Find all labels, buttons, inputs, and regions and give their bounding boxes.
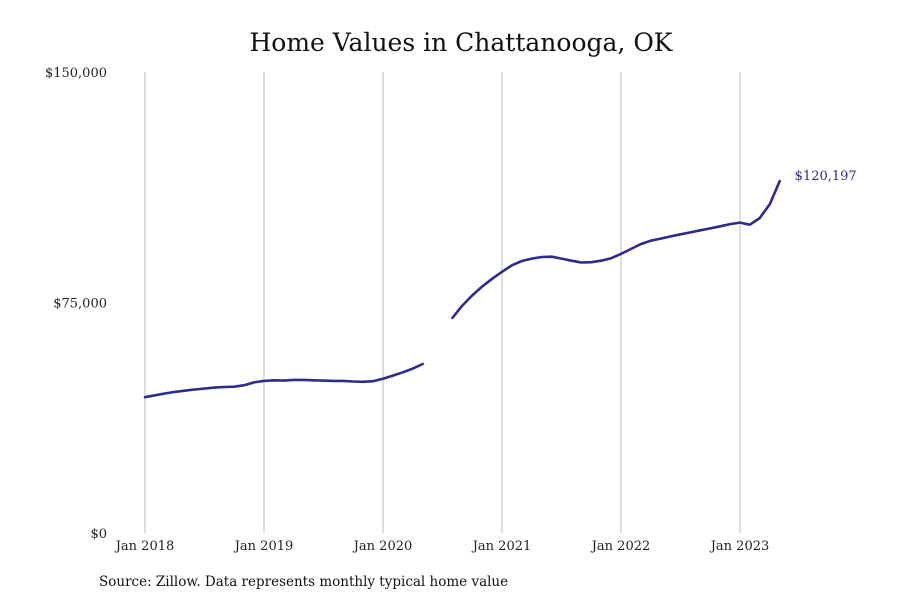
y-axis: $0 $75,000 $150,000 (45, 66, 107, 542)
x-tick-label: Jan 2018 (114, 539, 175, 554)
y-tick-label: $75,000 (53, 297, 107, 312)
x-tick-label: Jan 2022 (590, 539, 651, 554)
grid-layer (144, 72, 741, 533)
y-tick-label: $0 (90, 527, 107, 542)
y-tick-label: $150,000 (45, 66, 107, 81)
x-axis: Jan 2018 Jan 2019 Jan 2020 Jan 2021 Jan 2022… (114, 539, 770, 554)
x-tick-label: Jan 2023 (709, 539, 770, 554)
x-tick-label: Jan 2020 (352, 539, 413, 554)
x-tick-label: Jan 2019 (233, 539, 294, 554)
source-note: Source: Zillow. Data represents monthly … (99, 574, 508, 590)
series-line-segment-1 (143, 362, 425, 399)
series-line-segment-2 (451, 179, 782, 320)
x-tick-label: Jan 2021 (471, 539, 532, 554)
annotation-layer: $120,197 (795, 169, 857, 184)
last-value-label: $120,197 (795, 169, 857, 184)
chart-title: Home Values in Chattanooga, OK (250, 28, 674, 57)
series-layer (143, 179, 782, 399)
